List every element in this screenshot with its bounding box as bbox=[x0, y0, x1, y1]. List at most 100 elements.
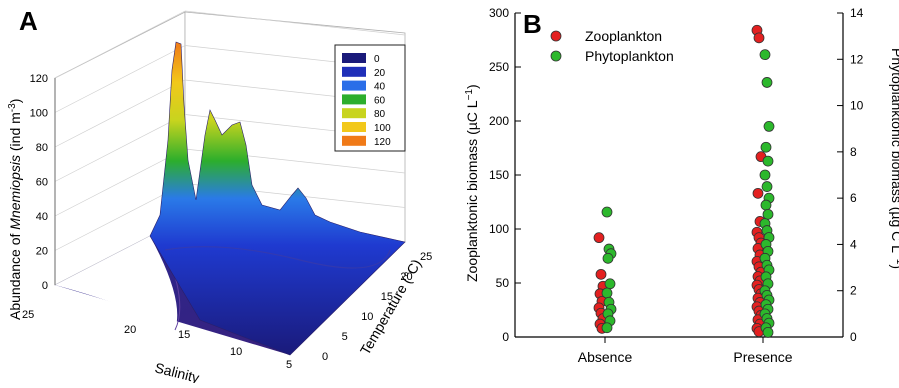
surface-ridge bbox=[164, 246, 391, 269]
z-tick-label: 80 bbox=[36, 142, 48, 154]
data-point-zooplankton bbox=[753, 32, 765, 44]
wall-grid-line bbox=[54, 45, 186, 113]
legend-a-swatch bbox=[342, 94, 366, 105]
temperature-tick-label: 0 bbox=[322, 351, 328, 363]
legend-b-marker bbox=[550, 50, 562, 62]
legend-a-swatch bbox=[342, 80, 366, 91]
data-point-phytoplankton bbox=[601, 206, 613, 218]
legend-a-label: 0 bbox=[374, 54, 380, 65]
data-point-phytoplankton bbox=[760, 199, 772, 211]
y-right-tick-label: 6 bbox=[850, 191, 857, 205]
temperature-tick-label: 5 bbox=[342, 331, 348, 343]
data-point-phytoplankton bbox=[762, 208, 774, 220]
y-right-tick-label: 2 bbox=[850, 284, 857, 298]
data-point-phytoplankton bbox=[759, 49, 771, 61]
data-point-zooplankton bbox=[593, 232, 605, 244]
y-left-tick-label: 250 bbox=[489, 60, 509, 74]
wall-grid-line bbox=[54, 114, 186, 182]
legend-a-label: 120 bbox=[374, 137, 391, 148]
data-point-phytoplankton bbox=[602, 252, 614, 264]
temperature-tick-label: 25 bbox=[420, 251, 432, 263]
y-left-tick-label: 200 bbox=[489, 114, 509, 128]
data-point-phytoplankton bbox=[761, 181, 773, 192]
legend-a-swatch bbox=[342, 53, 366, 63]
y-right-tick-label: 12 bbox=[850, 52, 864, 66]
y-right-tick-label: 4 bbox=[850, 237, 857, 251]
panel-b: B 0 50 100 150 200 250 300 0 2 4 6 8 10 12 14 Absence… bbox=[464, 6, 899, 365]
legend-a-label: 100 bbox=[374, 123, 391, 134]
salinity-tick-label: 15 bbox=[178, 329, 190, 341]
z-axis-label: Abundance of Mnemiopsis (ind m-3) bbox=[7, 99, 23, 320]
salinity-tick-label: 20 bbox=[124, 324, 136, 336]
z-tick-label: 40 bbox=[36, 211, 48, 223]
wall-grid-line bbox=[54, 10, 186, 79]
data-point-phytoplankton bbox=[759, 169, 771, 181]
legend-a-swatch bbox=[342, 122, 366, 132]
data-point-zooplankton bbox=[752, 187, 764, 199]
legend-a-items: 0 20 40 60 80 100 120 bbox=[342, 53, 391, 148]
surface-gap bbox=[55, 236, 178, 330]
data-point-phytoplankton bbox=[761, 77, 773, 88]
y-left-tick-label: 100 bbox=[489, 222, 509, 236]
legend-a-label: 20 bbox=[374, 68, 386, 79]
panel-a-letter: A bbox=[19, 6, 38, 36]
scatter-points bbox=[593, 24, 775, 338]
wall-grid-line bbox=[54, 148, 186, 217]
y-right-label: Phytoplanktonic biomass (µg C L−1) bbox=[889, 48, 899, 269]
y-right-ticks: 0 2 4 6 8 10 12 14 bbox=[837, 6, 864, 344]
legend-a-swatch bbox=[342, 66, 366, 77]
x-axis-label: Salinity bbox=[153, 359, 201, 383]
temperature-tick-label: 15 bbox=[381, 291, 393, 303]
data-point-phytoplankton bbox=[601, 287, 613, 299]
salinity-tick-label: 10 bbox=[230, 346, 242, 358]
z-tick-label: 100 bbox=[30, 108, 48, 120]
data-point-phytoplankton bbox=[762, 326, 774, 338]
legend-b-label: Phytoplankton bbox=[585, 48, 674, 64]
panel-a: A 0 20 40 60 80 100 120 25 20 15 10 5 0 5 10 15 20 25 A… bbox=[7, 6, 432, 386]
legend-b: Zooplankton Phytoplankton bbox=[550, 28, 674, 64]
wall-grid-line bbox=[54, 79, 186, 148]
y-right-tick-label: 14 bbox=[850, 6, 864, 20]
data-point-zooplankton bbox=[595, 268, 607, 280]
y-left-ticks: 0 50 100 150 200 250 300 bbox=[489, 6, 521, 344]
x-category-label: Presence bbox=[733, 349, 792, 365]
legend-a-swatch bbox=[342, 108, 366, 119]
legend-a-label: 60 bbox=[374, 95, 386, 106]
data-point-phytoplankton bbox=[604, 278, 616, 290]
z-axis-ticks: 0 20 40 60 80 100 120 bbox=[30, 73, 48, 292]
y-right-tick-label: 8 bbox=[850, 145, 857, 159]
x-categories: Absence Presence bbox=[578, 337, 793, 365]
panel-b-letter: B bbox=[523, 9, 542, 39]
data-point-phytoplankton bbox=[601, 322, 613, 334]
x-category-label: Absence bbox=[578, 349, 633, 365]
z-tick-label: 20 bbox=[36, 246, 48, 258]
legend-a-swatch bbox=[342, 135, 366, 146]
data-point-phytoplankton bbox=[760, 141, 772, 153]
temperature-tick-label: 10 bbox=[361, 311, 373, 323]
data-point-phytoplankton bbox=[763, 121, 775, 132]
data-point-phytoplankton bbox=[762, 155, 774, 167]
legend-a-label: 80 bbox=[374, 109, 386, 120]
z-tick-label: 0 bbox=[42, 280, 48, 292]
y-left-tick-label: 150 bbox=[489, 168, 509, 182]
y-right-tick-label: 10 bbox=[850, 99, 864, 113]
z-tick-label: 120 bbox=[30, 73, 48, 85]
temperature-tick-label: 20 bbox=[400, 271, 412, 283]
legend-a-label: 40 bbox=[374, 82, 386, 93]
z-tick-label: 60 bbox=[36, 177, 48, 189]
y-left-tick-label: 50 bbox=[496, 276, 510, 290]
salinity-tick-label: 25 bbox=[22, 309, 34, 321]
surface-peaks bbox=[149, 41, 406, 356]
temperature-ticks: 0 5 10 15 20 25 bbox=[322, 251, 432, 363]
y-left-label: Zooplanktonic biomass (µC L−1) bbox=[464, 84, 480, 282]
y-right-tick-label: 0 bbox=[850, 330, 857, 344]
salinity-tick-label: 5 bbox=[286, 359, 292, 371]
legend-b-marker bbox=[550, 30, 562, 42]
salinity-ticks: 25 20 15 10 5 bbox=[22, 309, 292, 371]
legend-b-label: Zooplankton bbox=[585, 28, 662, 44]
y-left-tick-label: 300 bbox=[489, 6, 509, 20]
y-left-tick-label: 0 bbox=[502, 330, 509, 344]
wall-grid-line bbox=[184, 10, 406, 36]
